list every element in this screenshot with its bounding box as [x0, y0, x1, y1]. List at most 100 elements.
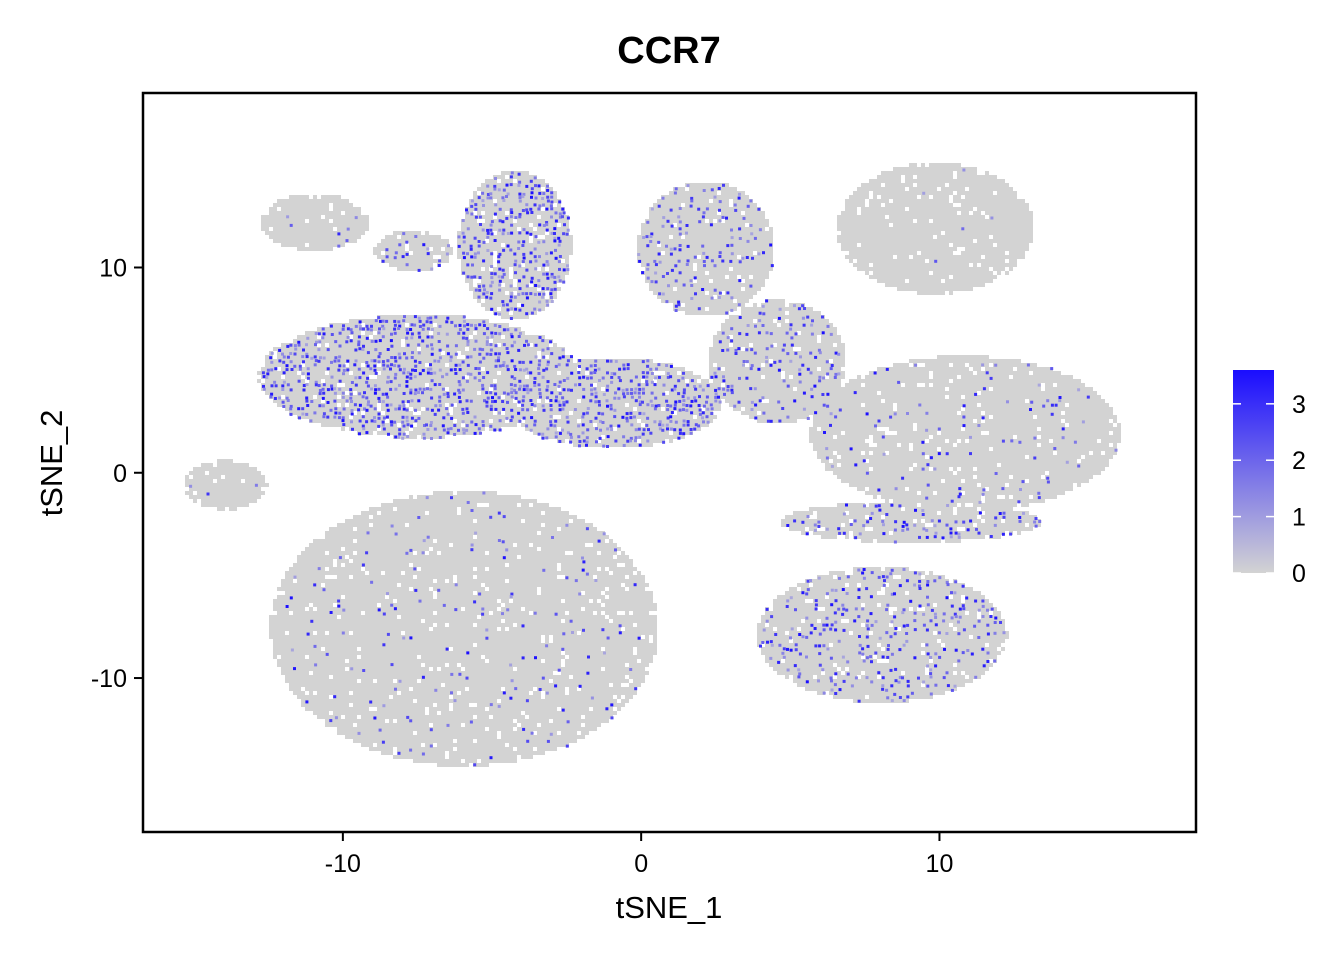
- cell-point: [485, 367, 489, 371]
- cell-point: [333, 367, 337, 371]
- cell-point: [877, 243, 881, 247]
- cell-point: [297, 247, 301, 251]
- cell-point: [481, 243, 485, 247]
- cell-point: [1017, 231, 1021, 235]
- cell-point: [385, 355, 389, 359]
- cell-point: [413, 231, 417, 235]
- cell-point: [717, 195, 721, 199]
- cell-point: [993, 215, 997, 219]
- cell-point: [469, 351, 473, 355]
- cell-point: [741, 195, 745, 199]
- cell-point: [753, 275, 757, 279]
- cell-point: [977, 271, 981, 275]
- cell-point: [869, 207, 873, 211]
- cell-point: [733, 215, 737, 219]
- cell-point: [877, 247, 881, 251]
- cell-point: [525, 359, 529, 363]
- cell-point: [481, 371, 485, 375]
- cell-point: [857, 259, 861, 263]
- cell-point: [545, 243, 549, 247]
- cell-point: [865, 255, 869, 259]
- cell-point: [669, 371, 673, 375]
- cell-point: [777, 343, 781, 347]
- cell-point: [897, 363, 901, 367]
- cell-point: [973, 215, 977, 219]
- cell-point: [709, 271, 713, 275]
- cell-point: [941, 371, 945, 375]
- cell-point: [813, 363, 817, 367]
- cell-point: [761, 283, 765, 287]
- cell-point: [1025, 367, 1029, 371]
- cell-point: [501, 315, 505, 319]
- cell-point: [817, 331, 821, 335]
- cell-point: [665, 287, 669, 291]
- cell-point: [989, 203, 993, 207]
- cell-point: [305, 203, 309, 207]
- cell-point: [961, 171, 965, 175]
- cell-point: [637, 235, 641, 239]
- cell-point: [969, 231, 973, 235]
- cell-point: [465, 279, 469, 283]
- cell-point: [725, 331, 729, 335]
- cell-point: [957, 259, 961, 263]
- cell-point: [813, 311, 817, 315]
- cell-point: [933, 263, 937, 267]
- cell-point: [517, 175, 521, 179]
- cell-point: [301, 239, 305, 243]
- cell-point: [789, 311, 793, 315]
- cell-point: [733, 323, 737, 327]
- cell-point: [949, 359, 953, 363]
- cell-point: [485, 331, 489, 335]
- cell-point: [677, 235, 681, 239]
- cell-point: [1017, 239, 1021, 243]
- cell-point: [781, 339, 785, 343]
- cell-point: [541, 335, 545, 339]
- cell-point: [761, 331, 765, 335]
- cell-point: [533, 363, 537, 367]
- cell-point: [997, 223, 1001, 227]
- cell-point: [705, 263, 709, 267]
- cell-point: [661, 279, 665, 283]
- cell-point: [953, 287, 957, 291]
- cell-point: [389, 371, 393, 375]
- cell-point: [517, 315, 521, 319]
- cell-point: [993, 195, 997, 199]
- cell-point: [349, 355, 353, 359]
- cell-point: [757, 263, 761, 267]
- cell-point: [725, 271, 729, 275]
- cell-point: [313, 203, 317, 207]
- cell-point: [529, 375, 533, 379]
- cell-point: [721, 275, 725, 279]
- cell-point: [925, 191, 929, 195]
- cell-point: [1005, 231, 1009, 235]
- cell-point: [697, 187, 701, 191]
- cell-point: [569, 247, 573, 251]
- cell-point: [745, 279, 749, 283]
- cell-point: [885, 183, 889, 187]
- cell-point: [745, 343, 749, 347]
- cell-point: [513, 267, 517, 271]
- cell-point: [689, 255, 693, 259]
- cell-point: [453, 327, 457, 331]
- cell-point: [733, 191, 737, 195]
- cell-point: [709, 207, 713, 211]
- cell-point: [353, 335, 357, 339]
- cell-point: [469, 259, 473, 263]
- cell-point: [981, 187, 985, 191]
- cell-point: [469, 251, 473, 255]
- cell-point: [345, 207, 349, 211]
- cell-point: [997, 263, 1001, 267]
- cell-point: [1001, 235, 1005, 239]
- cell-point: [981, 279, 985, 283]
- cell-point: [377, 243, 381, 247]
- cell-point: [921, 175, 925, 179]
- cell-point: [669, 215, 673, 219]
- cell-point: [1001, 211, 1005, 215]
- cell-point: [933, 287, 937, 291]
- cell-point: [469, 327, 473, 331]
- cell-point: [493, 179, 497, 183]
- cell-point: [429, 375, 433, 379]
- cell-point: [285, 239, 289, 243]
- cell-point: [857, 231, 861, 235]
- cell-point: [681, 227, 685, 231]
